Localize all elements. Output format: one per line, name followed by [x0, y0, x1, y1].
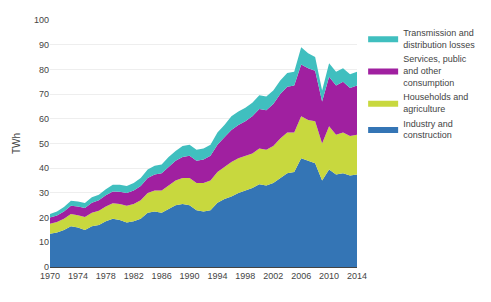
- svg-text:90: 90: [39, 40, 49, 50]
- svg-text:30: 30: [39, 188, 49, 198]
- svg-text:Transmission anddistribution l: Transmission anddistribution losses: [403, 28, 475, 50]
- svg-text:TWh: TWh: [11, 133, 22, 154]
- svg-text:1970: 1970: [40, 271, 60, 281]
- svg-text:1986: 1986: [152, 271, 172, 281]
- svg-text:100: 100: [34, 15, 49, 25]
- svg-text:2014: 2014: [347, 271, 367, 281]
- svg-text:Industry andconstruction: Industry andconstruction: [403, 119, 453, 141]
- svg-text:10: 10: [39, 237, 49, 247]
- svg-text:1978: 1978: [96, 271, 116, 281]
- svg-text:50: 50: [39, 139, 49, 149]
- svg-text:20: 20: [39, 213, 49, 223]
- svg-text:2002: 2002: [263, 271, 283, 281]
- svg-text:2006: 2006: [291, 271, 311, 281]
- svg-text:40: 40: [39, 163, 49, 173]
- svg-text:Services, publicand otherconsu: Services, publicand otherconsumption: [403, 54, 467, 87]
- svg-text:1990: 1990: [180, 271, 200, 281]
- svg-text:70: 70: [39, 89, 49, 99]
- svg-text:1994: 1994: [207, 271, 227, 281]
- svg-text:Households andagriculture: Households andagriculture: [403, 92, 468, 114]
- svg-text:60: 60: [39, 114, 49, 124]
- svg-text:0: 0: [44, 262, 49, 272]
- svg-text:80: 80: [39, 65, 49, 75]
- svg-text:2010: 2010: [319, 271, 339, 281]
- svg-text:1998: 1998: [235, 271, 255, 281]
- svg-text:1982: 1982: [124, 271, 144, 281]
- svg-text:1974: 1974: [68, 271, 88, 281]
